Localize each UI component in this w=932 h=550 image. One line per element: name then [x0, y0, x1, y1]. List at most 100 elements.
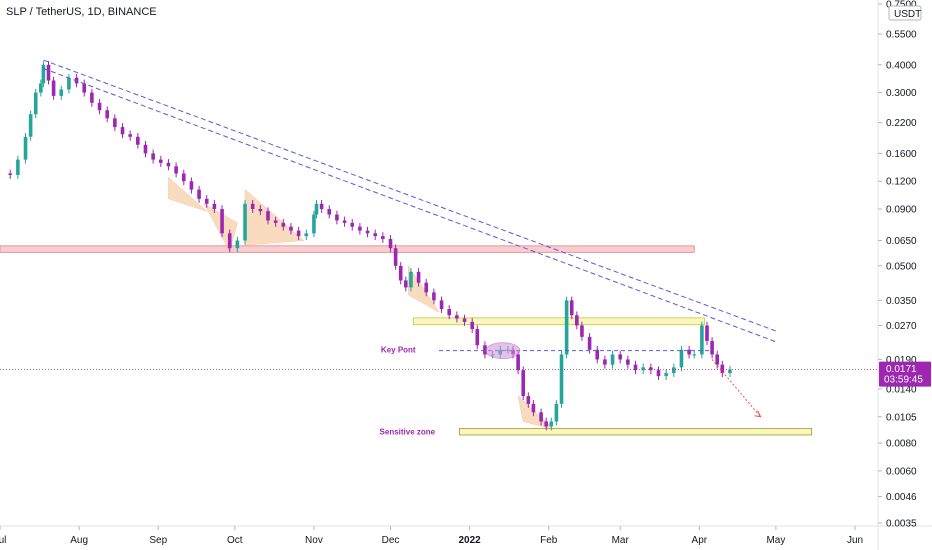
y-tick-label: 0.0270 [886, 321, 917, 332]
candle-body [41, 64, 46, 84]
last-price-value: 0.0171 [886, 364, 917, 375]
candle-body [388, 239, 393, 249]
key-point-label: Key Pont [381, 346, 416, 355]
y-tick-label: 0.0900 [886, 205, 917, 216]
y-tick-label: 0.0080 [886, 439, 917, 450]
candle-body [700, 325, 704, 355]
candle-body [381, 236, 385, 240]
candle-body [174, 166, 178, 174]
candle-body [633, 364, 638, 371]
candle-body [424, 282, 429, 293]
x-tick-label: 2022 [459, 535, 482, 546]
unit-label: USDT [894, 9, 921, 20]
resistance-band [413, 317, 705, 326]
last-price-countdown: 03:59:45 [884, 375, 923, 386]
y-tick-label: 0.4000 [886, 60, 917, 71]
trend-lines [0, 59, 878, 418]
candle-body [470, 321, 474, 330]
trend-line-upper [43, 59, 777, 332]
candle-body [365, 230, 370, 234]
x-tick-label: Mar [612, 535, 630, 546]
support-band [0, 245, 695, 253]
projection-line [711, 359, 761, 418]
y-tick-label: 0.0046 [886, 492, 917, 503]
candle-body [679, 349, 684, 368]
annotations: Key Pont Sensitive zone [380, 342, 521, 437]
candle-body [641, 367, 645, 371]
y-tick-label: 0.1200 [886, 177, 917, 188]
candle-body [314, 203, 319, 215]
candle-body [393, 248, 398, 266]
y-tick-label: 0.0500 [886, 261, 917, 272]
candle-body [595, 349, 600, 360]
candle-body [710, 340, 714, 355]
candle-body [531, 403, 536, 413]
candle-body [8, 173, 13, 175]
candle-body [281, 222, 286, 227]
candle-body [273, 220, 278, 223]
x-tick-label: Sep [149, 535, 167, 546]
candle-body [350, 222, 355, 227]
candle-body [33, 92, 38, 115]
candle-body [539, 412, 543, 422]
candle-body [715, 354, 720, 365]
candle-body [398, 265, 403, 281]
last-price-badge [879, 361, 931, 387]
candle-body [212, 203, 217, 210]
y-tick-label: 0.0190 [886, 355, 917, 366]
x-axis[interactable]: Jul Aug Sep Oct Nov Dec 2022 Feb Mar Apr May Jun [0, 526, 863, 546]
candle-body [664, 373, 668, 377]
y-tick-label: 0.1600 [886, 149, 917, 160]
y-tick-label: 0.0105 [886, 412, 917, 423]
x-tick-label: Jun [847, 535, 863, 546]
candle-body [483, 345, 487, 355]
candle-body [250, 203, 255, 210]
candle-body [549, 421, 554, 427]
candle-body [143, 144, 148, 154]
candle-body [113, 118, 117, 128]
candle-body [335, 214, 339, 221]
candle-body [475, 329, 480, 346]
triangle-patterns [168, 176, 555, 430]
y-tick-label: 0.0035 [886, 519, 917, 530]
y-axis[interactable]: 0.7500 0.5500 0.4000 0.3000 0.2200 0.1600 0.12… [878, 0, 931, 530]
candle-body [526, 396, 531, 404]
candle-body [128, 134, 132, 137]
candle-body [649, 367, 653, 371]
candle-body [327, 209, 332, 215]
candle-body [266, 211, 270, 221]
candle-body [46, 64, 51, 81]
y-tick-label: 0.7500 [886, 0, 917, 11]
y-tick-label: 0.3000 [886, 88, 917, 99]
candle-body [516, 354, 520, 371]
x-tick-label: Jul [0, 535, 6, 546]
candle-body [39, 83, 43, 93]
candle-body [409, 271, 413, 288]
candle-body [404, 280, 408, 288]
candle-body [97, 102, 102, 111]
candle-body [626, 359, 630, 365]
candle-body [120, 127, 125, 135]
candle-body [16, 159, 20, 175]
candle-body [220, 209, 224, 234]
candle-body [728, 369, 732, 374]
candle-body [204, 198, 209, 204]
y-tick-label: 0.0350 [886, 296, 917, 307]
candle-body [559, 354, 564, 404]
candle-body [373, 233, 377, 237]
candle-body [687, 349, 691, 355]
candle-body [692, 354, 697, 356]
candle-body [587, 336, 592, 350]
candle-body [189, 181, 194, 190]
candle-body [580, 325, 584, 337]
candle-body [304, 233, 309, 237]
candle-body [289, 226, 293, 231]
x-tick-label: Nov [305, 535, 323, 546]
candle-body [462, 318, 467, 322]
candle-body [672, 367, 676, 374]
candle-body [439, 300, 444, 310]
candle-body [67, 77, 71, 90]
candle-body [23, 136, 28, 160]
